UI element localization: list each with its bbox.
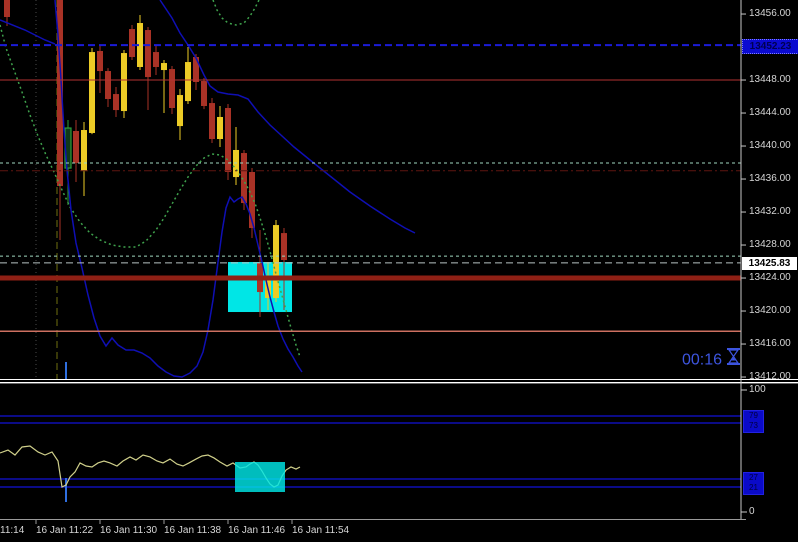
hourglass-icon xyxy=(727,348,740,370)
candle-body xyxy=(105,71,111,99)
upper-band-line xyxy=(159,0,416,234)
candle-body xyxy=(113,94,119,111)
candle-body xyxy=(57,0,63,187)
oscillator-pane[interactable] xyxy=(0,415,741,502)
candle-body xyxy=(233,149,239,178)
candle-body xyxy=(217,116,223,140)
candle-body xyxy=(241,153,247,204)
candle-body xyxy=(145,30,151,78)
oscillator-highlight-zone xyxy=(235,462,285,492)
pane-separator xyxy=(0,379,798,380)
candle-body xyxy=(73,131,79,164)
candle-body xyxy=(169,69,175,108)
bid-price-label: 13425.83 xyxy=(742,257,797,270)
candle-countdown: 00:16 xyxy=(640,348,740,373)
candle-body xyxy=(249,172,255,229)
pane-separator xyxy=(0,382,798,384)
upper-band-line xyxy=(0,19,56,45)
candle-body xyxy=(201,81,207,107)
candle-body xyxy=(153,52,159,67)
candle-body xyxy=(273,225,279,298)
candle-body xyxy=(121,53,127,112)
lower-band-line xyxy=(54,0,303,378)
candle-body xyxy=(177,95,183,127)
candle-body xyxy=(89,52,95,133)
candle-body xyxy=(137,23,143,67)
selected-price-label[interactable]: 13452.23 xyxy=(742,39,798,54)
level-label: 79 xyxy=(749,411,758,420)
candle-body xyxy=(161,63,167,71)
level-label: 21 xyxy=(749,483,758,492)
envelope-upper-dotted xyxy=(212,0,260,26)
candle-body xyxy=(129,29,135,58)
countdown-text: 00:16 xyxy=(681,351,722,369)
candle-body xyxy=(81,130,87,172)
candle-body xyxy=(185,62,191,102)
price-pane[interactable] xyxy=(0,0,741,379)
candle-body xyxy=(281,233,287,261)
candle-body xyxy=(193,57,199,83)
oscillator-upper-level-labels: 79 73 xyxy=(743,410,764,433)
candle-body xyxy=(209,103,215,140)
oscillator-lower-level-labels: 27 21 xyxy=(743,472,764,495)
level-label: 27 xyxy=(749,473,758,482)
candle-body xyxy=(225,107,231,173)
level-label: 73 xyxy=(749,421,758,430)
candle-body xyxy=(4,0,10,17)
candle-body xyxy=(97,50,103,72)
